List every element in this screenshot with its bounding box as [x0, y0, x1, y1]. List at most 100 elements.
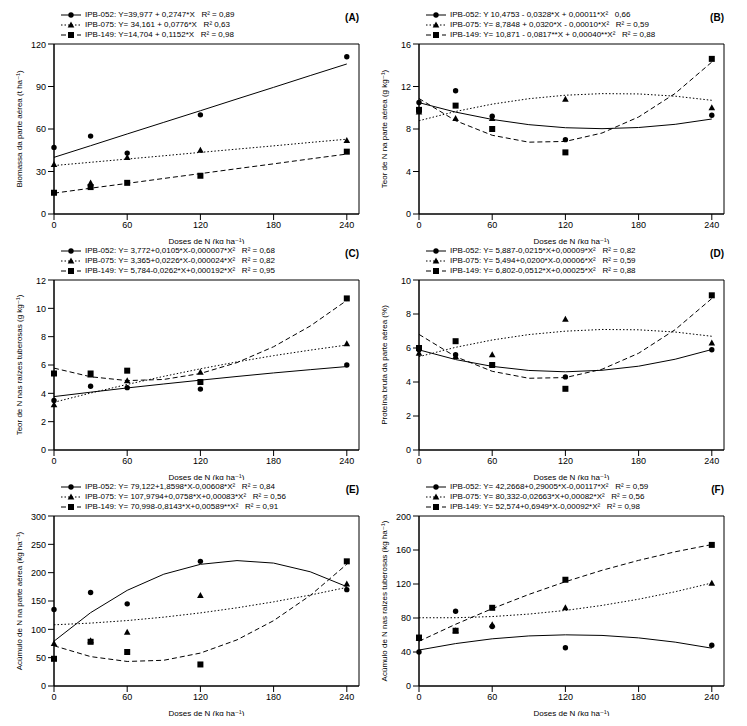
svg-text:80: 80: [401, 613, 411, 623]
svg-text:180: 180: [266, 220, 281, 230]
svg-text:180: 180: [631, 220, 646, 230]
svg-text:6: 6: [406, 343, 411, 353]
svg-text:0: 0: [41, 681, 46, 691]
svg-text:Doses de N (kg ha⁻¹): Doses de N (kg ha⁻¹): [169, 709, 245, 716]
svg-text:Doses de N (kg ha⁻¹): Doses de N (kg ha⁻¹): [169, 237, 245, 244]
svg-text:60: 60: [487, 220, 497, 230]
html-text:IPB-052: Y 10,4753 - 0,0328*X: IPB-052: Y 10,4753 - 0,0328*X + 0,00011*…: [450, 10, 631, 19]
svg-text:0: 0: [416, 456, 421, 466]
svg-text:120: 120: [193, 220, 208, 230]
html-text:IPB-149: Y= 10,871 - 0,0817**X: IPB-149: Y= 10,871 - 0,0817**X + 0,00040…: [450, 30, 656, 39]
svg-text:180: 180: [266, 456, 281, 466]
svg-text:4: 4: [406, 167, 411, 177]
svg-text:0: 0: [51, 692, 56, 702]
svg-text:60: 60: [487, 456, 497, 466]
svg-text:300: 300: [31, 512, 46, 522]
svg-text:2: 2: [41, 417, 46, 427]
svg-text:60: 60: [122, 220, 132, 230]
svg-text:60: 60: [487, 692, 497, 702]
svg-text:240: 240: [704, 692, 719, 702]
svg-text:120: 120: [558, 692, 573, 702]
svg-text:160: 160: [396, 545, 411, 555]
svg-text:240: 240: [704, 456, 719, 466]
svg-text:120: 120: [193, 692, 208, 702]
svg-text:8: 8: [406, 124, 411, 134]
svg-text:Doses de N (kg ha⁻¹): Doses de N (kg ha⁻¹): [534, 709, 610, 716]
svg-text:250: 250: [31, 540, 46, 550]
svg-text:180: 180: [266, 692, 281, 702]
svg-text:0: 0: [51, 456, 56, 466]
svg-text:180: 180: [631, 692, 646, 702]
svg-text:12: 12: [401, 82, 411, 92]
svg-text:0: 0: [416, 220, 421, 230]
svg-text:Doses de N (kg ha⁻¹): Doses de N (kg ha⁻¹): [534, 237, 610, 244]
html-text:IPB-149: Y= 70,998-0,8143*X+0,: IPB-149: Y= 70,998-0,8143*X+0,00589**X² …: [85, 502, 279, 511]
svg-text:120: 120: [558, 220, 573, 230]
svg-text:10: 10: [401, 276, 411, 286]
svg-text:30: 30: [36, 167, 46, 177]
svg-text:0: 0: [416, 692, 421, 702]
svg-text:120: 120: [31, 40, 46, 50]
html-text:IPB-075: Y= 3,365+0,0226*X-0,0: IPB-075: Y= 3,365+0,0226*X-0,000024*X² R…: [85, 256, 275, 265]
svg-text:Doses de N (kg ha⁻¹): Doses de N (kg ha⁻¹): [534, 473, 610, 480]
svg-text:Teor de N na parte aérea (g kg: Teor de N na parte aérea (g kg⁻¹): [380, 69, 389, 188]
svg-text:120: 120: [193, 456, 208, 466]
svg-text:Acúmulo de N nas raízes tubero: Acúmulo de N nas raízes tuberosas (kg ha…: [380, 520, 389, 681]
html-text:IPB-052: Y= 5,887-0,0215*X+0,0: IPB-052: Y= 5,887-0,0215*X+0,00009*X² R²…: [450, 246, 636, 255]
html-text:IPB-149: Y= 6,802-0,0512*X+0,0: IPB-149: Y= 6,802-0,0512*X+0,00025*X² R²…: [450, 266, 636, 275]
svg-text:180: 180: [631, 456, 646, 466]
svg-text:Biomassa da parte aérea (t ha⁻: Biomassa da parte aérea (t ha⁻¹): [15, 70, 24, 188]
html-text:IPB-149: Y=14,704 + 0,1152*X R: IPB-149: Y=14,704 + 0,1152*X R² = 0,98: [85, 30, 234, 39]
html-text:IPB-149: Y= 5,784-0,0262*X+0,0: IPB-149: Y= 5,784-0,0262*X+0,000192*X² R…: [85, 266, 275, 275]
html-text:IPB-052: Y= 3,772+0,0105*X-0,0: IPB-052: Y= 3,772+0,0105*X-0,000007*X² R…: [85, 246, 275, 255]
svg-text:8: 8: [41, 332, 46, 342]
svg-text:2: 2: [406, 411, 411, 421]
svg-text:Doses de N (kg ha⁻¹): Doses de N (kg ha⁻¹): [169, 473, 245, 480]
svg-text:150: 150: [31, 596, 46, 606]
svg-text:12: 12: [36, 276, 46, 286]
svg-text:0: 0: [406, 209, 411, 219]
html-text:(D): (D): [710, 248, 724, 259]
html-text:IPB-052: Y=39,977 + 0,2747*X R: IPB-052: Y=39,977 + 0,2747*X R² = 0,89: [85, 10, 235, 19]
svg-text:200: 200: [31, 568, 46, 578]
html-text:IPB-075: Y= 5,494+0,0200*X-0,0: IPB-075: Y= 5,494+0,0200*X-0,00006*X² R²…: [450, 256, 636, 265]
svg-text:10: 10: [36, 304, 46, 314]
html-text:IPB-052: Y= 42,2668+0,29005*X-: IPB-052: Y= 42,2668+0,29005*X-0,00117*X²…: [450, 482, 649, 491]
svg-text:60: 60: [122, 692, 132, 702]
svg-text:50: 50: [36, 653, 46, 663]
svg-text:60: 60: [122, 456, 132, 466]
svg-text:60: 60: [36, 124, 46, 134]
html-text:IPB-052: Y= 79,122+1,8598*X-0,: IPB-052: Y= 79,122+1,8598*X-0,00608*X² R…: [85, 482, 275, 491]
html-text:(C): (C): [345, 248, 359, 259]
html-text:(F): (F): [711, 484, 724, 495]
svg-text:0: 0: [41, 445, 46, 455]
html-text:IPB-075: Y= 34,161 + 0,0776*X: IPB-075: Y= 34,161 + 0,0776*X R² 0,63: [85, 20, 230, 29]
svg-text:0: 0: [406, 445, 411, 455]
svg-text:240: 240: [704, 220, 719, 230]
svg-text:0: 0: [406, 681, 411, 691]
svg-text:6: 6: [41, 360, 46, 370]
svg-text:120: 120: [396, 579, 411, 589]
svg-text:Teor de N nas raízes tuberosas: Teor de N nas raízes tuberosas (g kg⁻¹): [15, 294, 24, 435]
svg-text:16: 16: [401, 40, 411, 50]
svg-text:90: 90: [36, 82, 46, 92]
svg-text:240: 240: [339, 220, 354, 230]
svg-text:Proteína bruta da parte aérea: Proteína bruta da parte aérea (%): [380, 305, 389, 425]
html-text:(E): (E): [345, 484, 359, 495]
html-text:(A): (A): [345, 12, 359, 23]
svg-text:0: 0: [41, 209, 46, 219]
svg-text:4: 4: [406, 377, 411, 387]
svg-text:100: 100: [31, 625, 46, 635]
svg-text:200: 200: [396, 512, 411, 522]
svg-text:Acúmulo de N na parte aérea (k: Acúmulo de N na parte aérea (kg ha⁻¹): [15, 531, 24, 670]
svg-text:240: 240: [339, 456, 354, 466]
svg-text:4: 4: [41, 389, 46, 399]
html-text:(B): (B): [710, 12, 724, 23]
html-text:IPB-075: Y= 8,7848 + 0,0320*X: IPB-075: Y= 8,7848 + 0,0320*X - 0,00010*…: [450, 20, 649, 29]
svg-text:40: 40: [401, 647, 411, 657]
svg-text:0: 0: [51, 220, 56, 230]
html-text:IPB-075: Y= 107,9794+0,0758*X+: IPB-075: Y= 107,9794+0,0758*X+0,00083*X²…: [85, 492, 286, 501]
svg-text:240: 240: [339, 692, 354, 702]
svg-text:8: 8: [406, 309, 411, 319]
svg-text:120: 120: [558, 456, 573, 466]
